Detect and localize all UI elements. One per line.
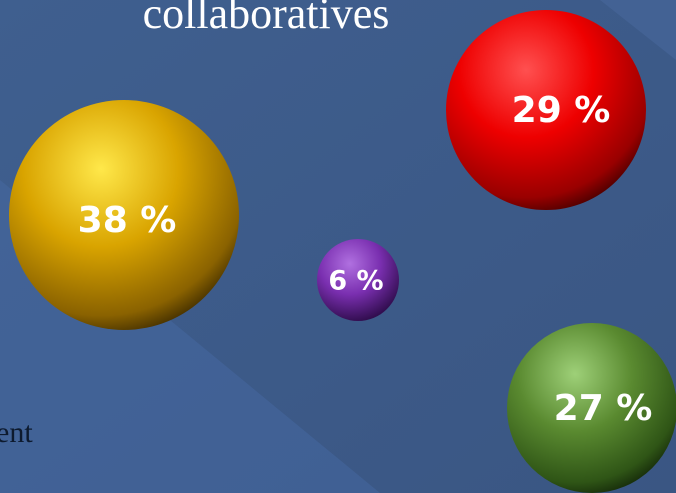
side-text: ent xyxy=(0,416,33,449)
slide-title: collaboratives xyxy=(143,0,390,38)
bubble-label: 38 % xyxy=(78,200,177,241)
bubble-label: 29 % xyxy=(512,90,611,131)
slide: collaboratives ent 38 % 29 % 6 % 27 % xyxy=(0,0,676,493)
bubble-label: 6 % xyxy=(328,266,383,297)
bubble-label: 27 % xyxy=(554,388,653,429)
page: {"slide": {"title": "collaboratives", "s… xyxy=(0,0,676,493)
